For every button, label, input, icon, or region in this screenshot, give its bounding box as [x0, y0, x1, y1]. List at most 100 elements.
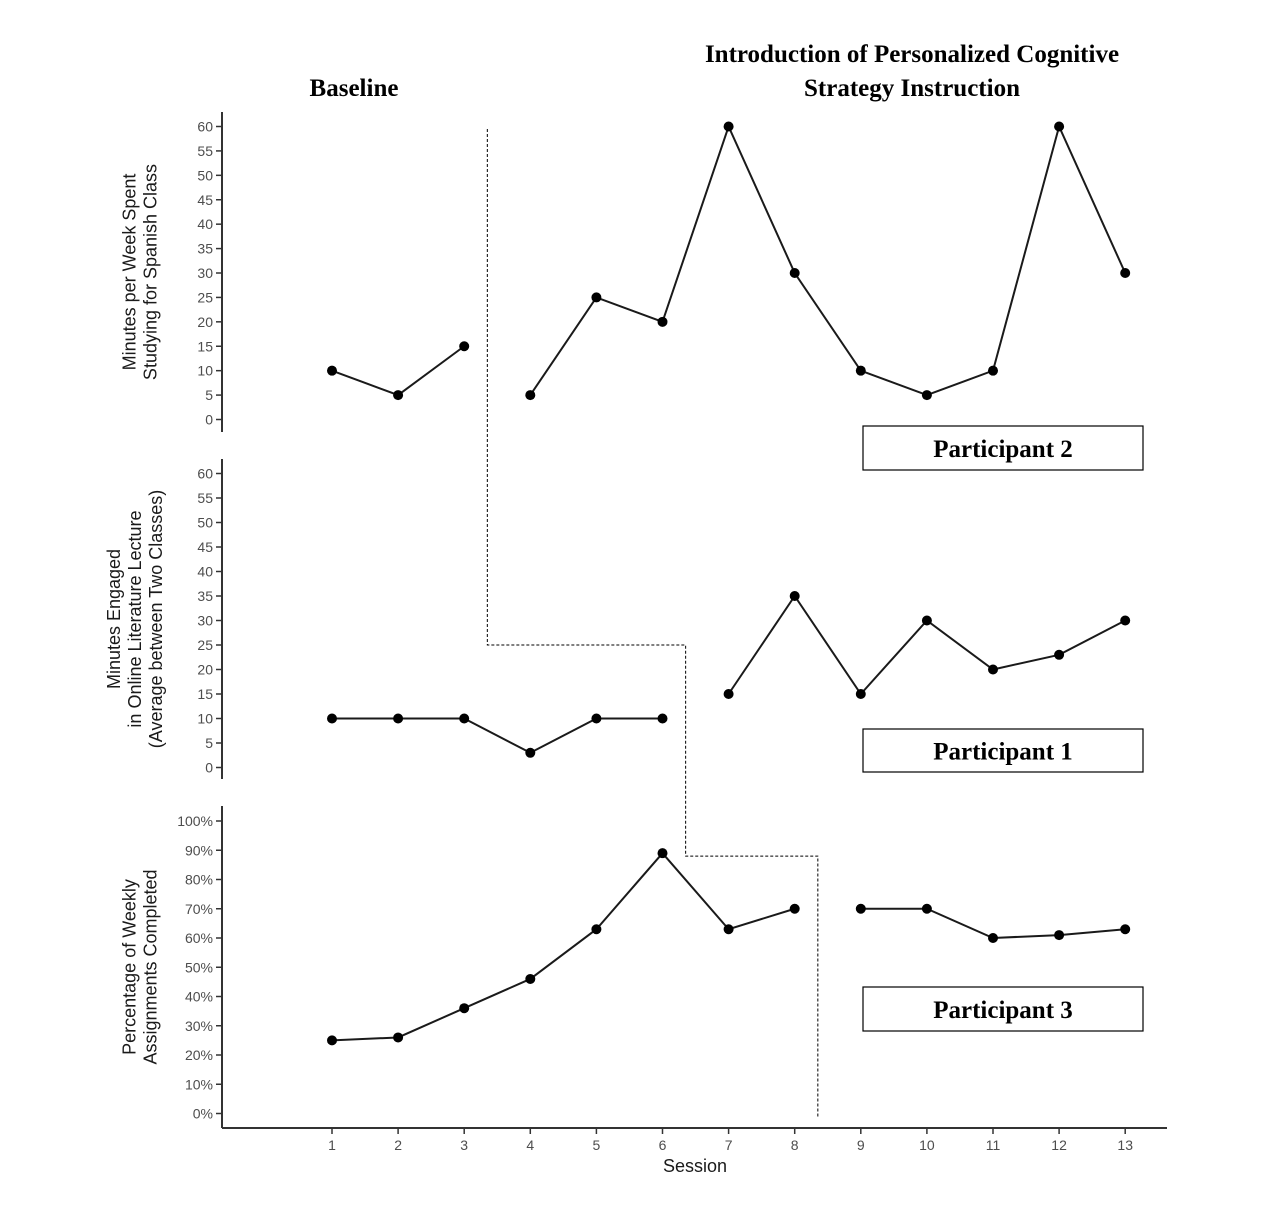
data-point: [988, 933, 998, 943]
y-tick-label: 40: [197, 216, 213, 232]
data-point: [789, 903, 800, 914]
y-tick-label: 25: [197, 637, 213, 653]
x-tick-label: 3: [460, 1137, 468, 1153]
data-point: [855, 689, 866, 699]
y-tick-label: 0: [205, 760, 213, 776]
phase-change-line: [486, 129, 819, 1117]
y-tick-label: 35: [197, 588, 213, 604]
y-tick-label: 50: [197, 167, 213, 183]
participant-label-box: [862, 986, 1144, 1032]
y-tick-label: 40: [197, 564, 213, 580]
y-tick-label: 55: [197, 143, 213, 159]
y-axis-title-line: Percentage of Weekly: [120, 879, 140, 1055]
y-axis-title-line: Minutes per Week Spent: [120, 174, 140, 371]
y-tick-label: 50%: [185, 959, 213, 975]
y-axis-title: Minutes Engagedin Online Literature Lect…: [104, 490, 166, 748]
data-point: [591, 713, 602, 724]
participant-label: Participant 1: [933, 739, 1073, 766]
data-point: [393, 390, 404, 401]
data-point: [459, 1003, 470, 1014]
y-tick-label: 10: [197, 363, 213, 379]
series-line-baseline: [331, 851, 795, 1042]
y-tick-label: 10%: [185, 1076, 213, 1092]
y-tick-label: 60%: [185, 930, 213, 946]
series-line-intervention: [727, 594, 1126, 696]
data-point: [327, 713, 337, 724]
data-point: [459, 341, 470, 352]
data-point: [525, 973, 536, 984]
y-tick-label: 35: [197, 241, 213, 257]
y-tick-label: 30: [197, 613, 213, 629]
data-point: [921, 903, 932, 914]
x-tick-label: 9: [857, 1137, 865, 1153]
y-axis-title-line: Studying for Spanish Class: [141, 164, 161, 380]
y-tick-label: 30%: [185, 1018, 213, 1034]
x-tick-label: 8: [791, 1137, 799, 1153]
x-tick-label: 7: [725, 1137, 733, 1153]
series-line-intervention: [529, 123, 1127, 397]
x-tick-label: 2: [394, 1137, 402, 1153]
data-point: [525, 390, 536, 401]
y-tick-label: 15: [197, 338, 213, 354]
data-point: [789, 268, 800, 278]
y-axis-title-line: Minutes Engaged: [104, 549, 124, 689]
y-tick-label: 20: [197, 662, 213, 678]
y-tick-label: 100%: [177, 813, 213, 829]
participant-label: Participant 3: [933, 997, 1073, 1024]
data-point: [327, 365, 337, 376]
data-point: [723, 924, 734, 935]
data-point: [657, 848, 668, 859]
y-tick-label: 60: [197, 119, 213, 135]
data-point: [1054, 649, 1065, 660]
data-point: [921, 615, 932, 626]
data-point: [723, 689, 734, 699]
data-point: [921, 390, 932, 401]
data-point: [591, 292, 602, 303]
y-tick-label: 25: [197, 289, 213, 305]
panel-1: 0 5 10 15 20 25 30 35 40 45 50 55 60 Minutes per Week…: [120, 112, 1144, 471]
baseline-phase-title: Baseline: [310, 75, 399, 102]
y-tick-label: 30: [197, 265, 213, 281]
panels: 0 5 10 15 20 25 30 35 40 45 50 55 60 Minutes per Week…: [104, 112, 1144, 1128]
participant-label-box: [862, 425, 1144, 471]
data-point: [327, 1035, 337, 1046]
y-tick-label: 40%: [185, 989, 213, 1005]
y-tick-label: 45: [197, 192, 213, 208]
y-tick-label: 15: [197, 686, 213, 702]
intervention-phase-title-line1: Introduction of Personalized Cognitive: [705, 41, 1119, 68]
y-axis-title-line: in Online Literature Lecture: [125, 510, 145, 727]
participant-label: Participant 2: [933, 436, 1073, 463]
data-point: [1054, 930, 1065, 941]
y-tick-label: 5: [205, 387, 213, 403]
y-tick-label: 70%: [185, 901, 213, 917]
x-tick-label: 10: [919, 1137, 935, 1153]
y-axis-title: Percentage of WeeklyAssignments Complete…: [120, 869, 161, 1064]
x-tick-label: 13: [1117, 1137, 1133, 1153]
data-point: [988, 664, 998, 675]
series-line-baseline: [331, 345, 465, 397]
x-tick-label: 5: [593, 1137, 601, 1153]
y-axis-title-line: Assignments Completed: [141, 869, 161, 1064]
data-point: [459, 713, 470, 724]
participant-label-box: [862, 728, 1144, 773]
y-tick-label: 80%: [185, 872, 213, 888]
x-tick-label: 11: [986, 1137, 1001, 1153]
series-line-baseline: [332, 717, 663, 754]
data-point: [657, 713, 668, 724]
y-tick-label: 60: [197, 466, 213, 482]
data-point: [789, 591, 800, 601]
y-tick-label: 90%: [185, 842, 213, 858]
x-tick-label: 1: [328, 1137, 336, 1153]
x-tick-label: 6: [659, 1137, 667, 1153]
y-tick-label: 0%: [193, 1106, 213, 1122]
y-tick-label: 5: [205, 735, 213, 751]
y-axis-title: Minutes per Week SpentStudying for Spani…: [120, 164, 161, 380]
data-point: [723, 121, 734, 132]
y-tick-label: 20%: [185, 1047, 213, 1063]
y-tick-label: 50: [197, 515, 213, 531]
data-point: [1120, 615, 1131, 626]
intervention-phase-title-line2: Strategy Instruction: [804, 75, 1020, 102]
y-tick-label: 20: [197, 314, 213, 330]
data-point: [1054, 121, 1065, 132]
